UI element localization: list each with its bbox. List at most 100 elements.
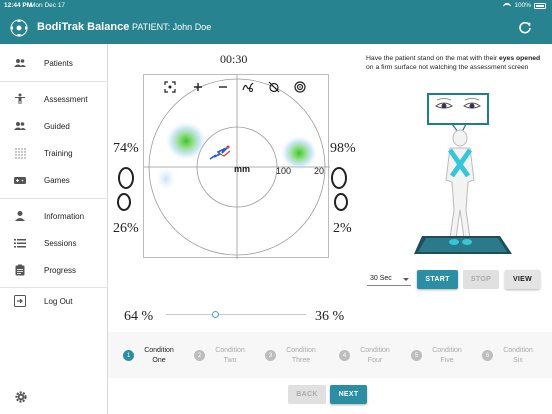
back-button[interactable]: BACK (288, 385, 326, 404)
list-icon (14, 239, 26, 248)
right-foot-icon (331, 167, 348, 211)
sidebar-divider (0, 287, 108, 288)
step-label-line1: Condition (215, 347, 245, 354)
sidebar-item-training[interactable]: Training (0, 141, 108, 165)
person-info-icon (15, 211, 25, 221)
weight-slider-thumb[interactable] (211, 311, 219, 318)
step-number: 4 (339, 350, 350, 361)
sidebar: Patients Assessment Guided Training Game… (0, 44, 108, 414)
step-label: Condition Five (427, 346, 467, 366)
sidebar-item-label: Games (44, 175, 70, 185)
step-label-line2: Five (440, 357, 454, 364)
view-button[interactable]: VIEW (505, 270, 540, 289)
sidebar-item-label: Training (44, 148, 73, 158)
target-icon[interactable] (294, 81, 306, 93)
step-label-line2: Three (291, 357, 311, 364)
status-date: Mon Dec 17 (30, 2, 66, 9)
sidebar-item-label: Assessment (44, 94, 88, 104)
step-label: Condition One (139, 346, 179, 366)
step-number: 2 (194, 350, 205, 361)
stop-button[interactable]: STOP (463, 270, 499, 289)
battery-percent: 100% (514, 2, 531, 9)
sidebar-item-progress[interactable]: Progress (0, 258, 108, 282)
top-right-percent: 98% (330, 141, 356, 156)
sidebar-divider (0, 198, 108, 199)
grid-icon (15, 148, 26, 159)
gamepad-icon (14, 177, 26, 184)
next-button[interactable]: NEXT (330, 385, 367, 404)
patient-illustration (414, 93, 512, 254)
zoom-in-icon[interactable] (192, 81, 204, 93)
sidebar-divider (0, 81, 108, 82)
start-button[interactable]: START (417, 270, 458, 289)
sidebar-item-information[interactable]: Information (0, 204, 108, 228)
step-label-line2: One (152, 357, 166, 364)
logout-icon (14, 295, 26, 307)
group-icon (14, 122, 26, 130)
step-number: 5 (411, 350, 422, 361)
zoom-out-icon[interactable] (217, 81, 229, 93)
step-label-line2: Two (223, 357, 237, 364)
left-heel-pressure (166, 122, 206, 160)
step-number: 3 (265, 350, 276, 361)
plot-unit-label: mm (234, 164, 251, 174)
top-left-percent: 74% (113, 141, 139, 156)
refresh-icon[interactable] (518, 21, 532, 35)
step-number: 1 (123, 350, 134, 361)
sidebar-item-assessment[interactable]: Assessment (0, 87, 108, 111)
instruction-emphasis: eyes opened (499, 55, 541, 62)
step-label: Condition Two (210, 346, 250, 366)
person-icon (15, 93, 25, 104)
condition-stepper: 1 Condition One 2 Condition Two 3 Conditio… (108, 332, 552, 378)
ring-label-inner: 100 (276, 166, 292, 176)
sidebar-item-label: Sessions (44, 238, 77, 248)
gear-icon[interactable] (14, 390, 28, 404)
sidebar-item-sessions[interactable]: Sessions (0, 231, 108, 255)
bottom-right-percent: 2% (333, 221, 352, 236)
fit-screen-icon[interactable] (164, 81, 176, 93)
boditrak-logo-icon (10, 19, 28, 37)
status-bar: 12:44 PM Mon Dec 17 100% (0, 0, 552, 12)
app-title: BodiTrak Balance (37, 21, 130, 33)
sidebar-item-patients[interactable]: Patients (0, 51, 108, 75)
ring-label-outer: 20 (314, 166, 325, 176)
assessment-timer: 00:30 (220, 52, 248, 66)
slider-left-percent: 64 % (124, 309, 154, 324)
sidebar-item-guided[interactable]: Guided (0, 114, 108, 138)
slider-right-percent: 36 % (315, 309, 345, 324)
left-toe-pressure (156, 167, 176, 191)
step-label-line1: Condition (432, 347, 462, 354)
sidebar-item-label: Log Out (44, 296, 73, 306)
step-label-line1: Condition (360, 347, 390, 354)
left-foot-icon (117, 167, 134, 211)
step-label-line2: Six (513, 357, 523, 364)
alarm-off-icon[interactable] (268, 81, 280, 93)
center-of-pressure-trace (209, 145, 231, 160)
sidebar-item-logout[interactable]: Log Out (0, 289, 108, 313)
patient-name: PATIENT: John Doe (132, 22, 212, 32)
instruction-part2: on a firm surface not watching the asses… (366, 64, 529, 71)
trace-icon[interactable] (242, 81, 254, 93)
step-label-line2: Four (367, 357, 383, 364)
sidebar-item-label: Progress (44, 265, 77, 275)
bottom-left-percent: 26% (113, 221, 139, 236)
sidebar-item-label: Patients (44, 58, 73, 68)
step-number: 6 (482, 350, 493, 361)
step-label: Condition Three (281, 346, 321, 366)
sidebar-item-label: Guided (44, 121, 70, 131)
battery-icon (534, 2, 546, 9)
step-label-line1: Condition (286, 347, 316, 354)
step-label-line1: Condition (144, 347, 174, 354)
instruction-part1: Have the patient stand on the mat with t… (366, 55, 499, 62)
balance-plot: mm 100 20 (143, 74, 330, 259)
duration-select[interactable]: 30 Sec (367, 272, 411, 286)
chevron-down-icon (403, 278, 409, 281)
step-label: Condition Four (355, 346, 395, 366)
wifi-icon (503, 3, 512, 8)
sidebar-item-label: Information (44, 211, 85, 221)
balance-plot-canvas (144, 75, 330, 259)
status-right: 100% (503, 2, 546, 9)
clipboard-icon (15, 264, 25, 276)
status-time: 12:44 PM (4, 2, 33, 9)
sidebar-item-games[interactable]: Games (0, 168, 108, 192)
